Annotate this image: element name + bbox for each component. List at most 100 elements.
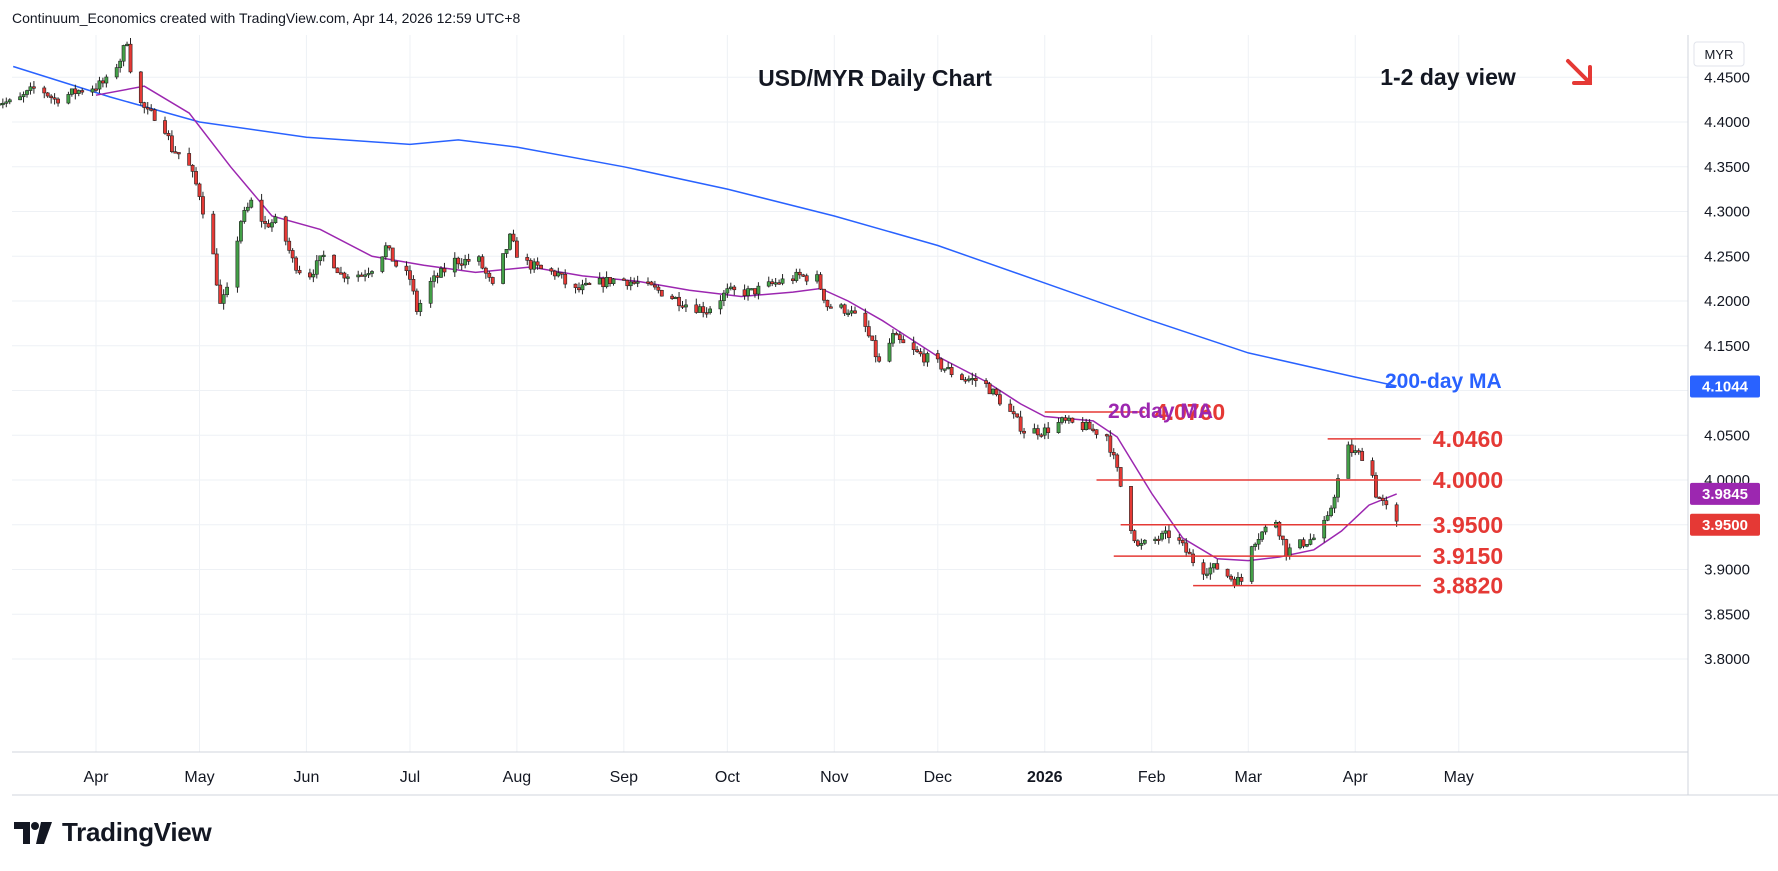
candle: [307, 268, 312, 280]
price-tick-label: 4.1500: [1704, 338, 1750, 355]
candle: [1153, 536, 1158, 544]
candle: [345, 274, 350, 285]
candle: [4, 97, 9, 108]
candle: [894, 331, 899, 336]
candle: [359, 272, 364, 277]
candle: [1336, 474, 1340, 503]
candle: [194, 167, 198, 186]
candle: [915, 346, 920, 354]
candle: [673, 296, 678, 300]
candle: [7, 98, 12, 105]
candle: [887, 338, 892, 363]
candle: [1046, 422, 1051, 439]
price-tick-label: 4.2000: [1704, 293, 1750, 310]
candle: [1167, 524, 1171, 544]
candle: [1205, 568, 1209, 579]
price-badges: 4.1044 3.9845 3.9500: [1690, 375, 1760, 536]
candle: [201, 191, 205, 219]
candle: [701, 301, 706, 318]
candle: [742, 284, 747, 300]
candle: [394, 260, 399, 268]
candle: [166, 130, 171, 141]
candle: [211, 210, 216, 255]
candle: [804, 273, 809, 286]
price-tick-label: 4.4000: [1704, 114, 1750, 131]
ma200-layer: [12, 65, 1397, 387]
time-tick-label: Feb: [1138, 769, 1166, 786]
price-tick-label: 4.4500: [1704, 69, 1750, 86]
candle: [249, 197, 254, 209]
candle: [825, 299, 830, 311]
candle: [511, 229, 516, 243]
candle: [190, 164, 195, 178]
candle: [1108, 430, 1113, 457]
candle: [1087, 419, 1092, 430]
candle: [1298, 539, 1302, 550]
candle: [853, 306, 857, 314]
candle: [1225, 568, 1230, 579]
chart-title: USD/MYR Daily Chart: [758, 65, 992, 91]
candle: [697, 303, 702, 313]
candles-layer: [0, 37, 1399, 589]
candle: [321, 250, 326, 262]
candle: [42, 85, 47, 99]
candle: [728, 282, 733, 291]
candle: [114, 63, 119, 80]
candle: [1280, 535, 1285, 546]
price-tick-label: 3.8500: [1704, 606, 1750, 623]
candle: [459, 258, 464, 270]
price-tick-label: 3.9000: [1704, 562, 1750, 579]
candle: [563, 269, 568, 289]
candle: [911, 336, 916, 355]
candle: [922, 348, 926, 367]
candle: [480, 254, 485, 270]
candle: [514, 237, 519, 258]
candle: [580, 279, 585, 295]
currency-box[interactable]: MYR: [1693, 41, 1745, 67]
candle: [801, 273, 806, 278]
candle: [1056, 417, 1061, 434]
candle: [456, 256, 461, 269]
candle: [69, 88, 74, 97]
candle: [790, 275, 795, 285]
time-tick-label: Sep: [610, 769, 639, 786]
candle: [442, 262, 447, 277]
tradingview-logo[interactable]: TradingView: [14, 817, 212, 848]
candle: [97, 76, 102, 94]
candle: [1104, 433, 1109, 442]
candle: [1322, 516, 1327, 543]
candle: [28, 82, 33, 95]
candle: [1353, 445, 1358, 456]
tradingview-logo-icon: [14, 821, 52, 844]
candle: [439, 266, 443, 278]
candle: [504, 248, 509, 258]
candle: [1060, 416, 1064, 425]
candle: [1201, 559, 1206, 580]
candle: [170, 130, 174, 154]
price-tick-label: 4.2500: [1704, 248, 1750, 265]
candle: [1249, 545, 1254, 584]
levels-layer: 4.0760 4.0460 4.0000 3.9500 3.9150 3.8820: [1044, 399, 1503, 599]
candle: [1308, 533, 1313, 546]
candle: [604, 271, 609, 289]
candle: [121, 44, 126, 67]
candle: [608, 277, 612, 287]
candle: [145, 101, 150, 115]
candle: [1260, 530, 1265, 542]
candle: [939, 357, 944, 372]
price-badge-label: 4.1044: [1702, 379, 1749, 396]
candle: [556, 267, 561, 278]
candle: [991, 388, 995, 396]
candle: [221, 289, 226, 310]
candle: [270, 219, 274, 232]
candle: [1287, 543, 1292, 560]
candle: [532, 258, 537, 273]
candle: [756, 282, 761, 300]
candle: [125, 41, 129, 47]
candle: [80, 88, 85, 95]
candle: [870, 335, 875, 342]
candle: [846, 309, 851, 317]
time-tick-label: May: [1444, 769, 1474, 786]
candle: [1215, 559, 1220, 570]
